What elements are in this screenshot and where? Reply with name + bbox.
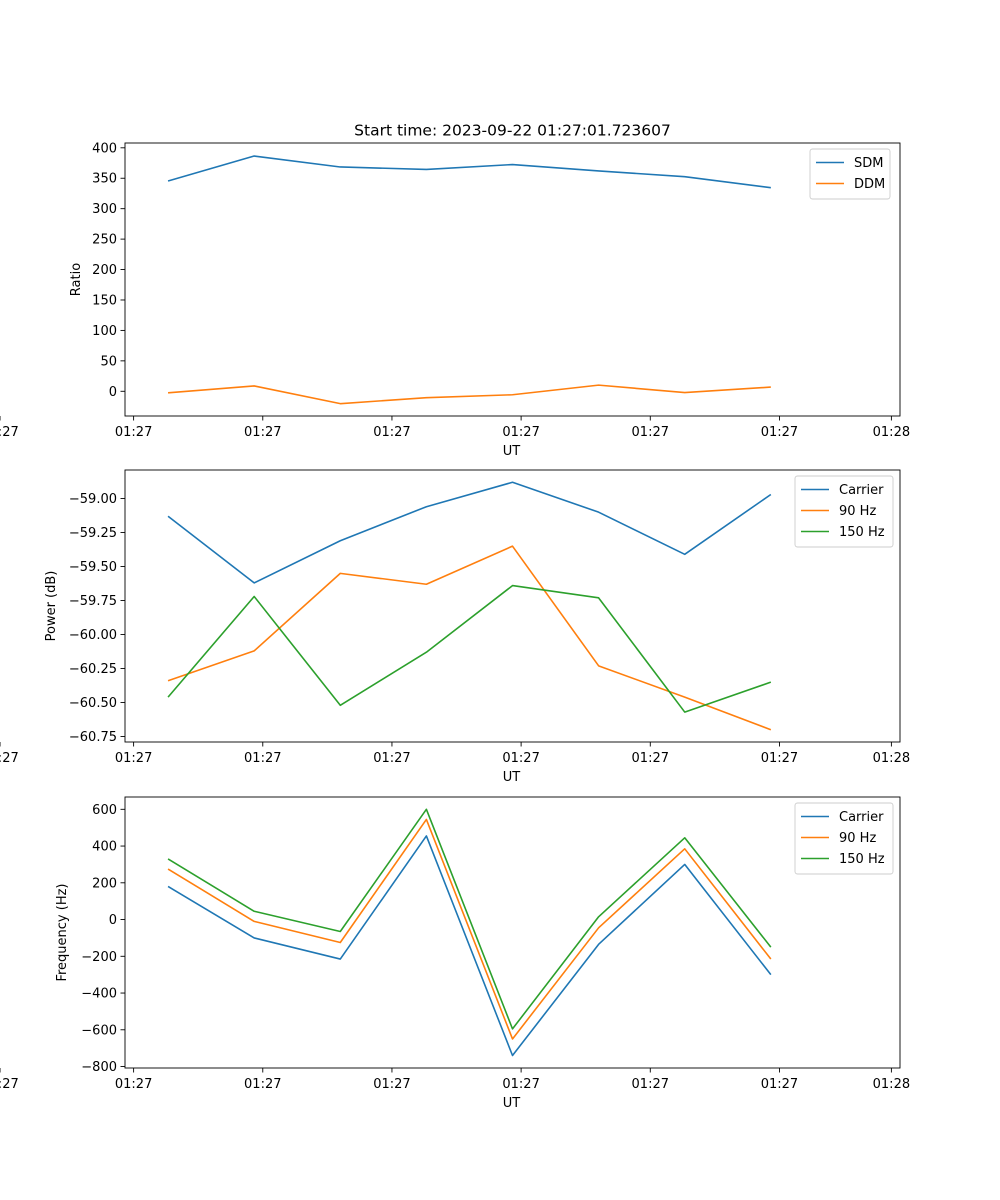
panel-1: 0 50 100 150 200 250 300 350 400 01:27 01:27 01:27 0… [0, 141, 910, 459]
y-tick-label: −59.75 [69, 594, 117, 609]
y-tick-label: 400 [92, 840, 117, 855]
series-line-150-hz [167, 808, 772, 1030]
x-tick-label: 01:27 [115, 751, 152, 766]
x-tick-label: 01:27 [761, 425, 798, 440]
x-tick-label: 01:27 [115, 1077, 152, 1092]
legend-label: Carrier [839, 810, 884, 825]
x-tick-label: 01:27 [0, 425, 19, 440]
legend-label: SDM [854, 156, 883, 171]
series-line-90-hz [167, 818, 772, 1040]
y-tick-label: 400 [92, 141, 117, 156]
y-axis-label: Frequency (Hz) [55, 883, 70, 981]
y-tick-label: −400 [81, 987, 117, 1002]
legend-label: DDM [854, 177, 885, 192]
legend-label: 90 Hz [839, 504, 876, 519]
y-tick-label: −60.50 [69, 696, 117, 711]
y-tick-label: 100 [92, 324, 117, 339]
panels: 0 50 100 150 200 250 300 350 400 01:27 01:27 01:27 0… [0, 141, 910, 1111]
y-tick-label: −600 [81, 1023, 117, 1038]
legend-box [794, 802, 894, 875]
figure-title: Start time: 2023-09-22 01:27:01.723607 [354, 122, 671, 140]
legend-label: Carrier [839, 483, 884, 498]
legend-label: 150 Hz [839, 852, 885, 867]
series-line-carrier [167, 835, 772, 1057]
x-tick-label: 01:28 [873, 425, 910, 440]
y-tick-label: −60.00 [69, 628, 117, 643]
y-tick-label: 200 [92, 876, 117, 891]
x-tick-label: 01:27 [632, 751, 669, 766]
axes-frame [124, 796, 901, 1069]
y-tick-label: 200 [92, 263, 117, 278]
x-tick-label: 01:27 [0, 1077, 19, 1092]
x-tick-label: 01:28 [873, 1077, 910, 1092]
x-tick-label: 01:27 [0, 751, 19, 766]
legend-box [809, 148, 891, 200]
series-line-150-hz [167, 584, 772, 713]
x-tick-label: 01:28 [873, 751, 910, 766]
x-axis-label: UT [503, 1096, 521, 1111]
y-tick-label: −60.75 [69, 730, 117, 745]
x-tick-label: 01:27 [761, 751, 798, 766]
panel-2: −60.75 −60.50 −60.25 −60.00 −59.75 −59.50 −59.… [0, 469, 910, 785]
y-tick-label: −59.50 [69, 560, 117, 575]
x-tick-label: 01:27 [632, 1077, 669, 1092]
legend-box [794, 475, 894, 548]
x-axis-label: UT [503, 444, 521, 459]
x-tick-label: 01:27 [244, 425, 281, 440]
axes-frame [124, 469, 901, 743]
series-line-sdm [167, 155, 771, 189]
y-axis-label: Power (dB) [44, 571, 59, 642]
x-tick-label: 01:27 [502, 1077, 539, 1092]
x-tick-label: 01:27 [373, 751, 410, 766]
y-tick-label: −59.00 [69, 492, 117, 507]
legend-label: 90 Hz [839, 831, 876, 846]
y-tick-label: 600 [92, 803, 117, 818]
y-tick-label: 0 [109, 913, 117, 928]
x-tick-label: 01:27 [244, 751, 281, 766]
y-tick-label: 250 [92, 233, 117, 248]
series-line-ddm [167, 384, 771, 405]
x-axis-label: UT [503, 770, 521, 785]
y-tick-label: 0 [109, 385, 117, 400]
x-tick-label: 01:27 [761, 1077, 798, 1092]
y-tick-label: −800 [81, 1060, 117, 1075]
x-tick-label: 01:27 [115, 425, 152, 440]
y-tick-label: −60.25 [69, 662, 117, 677]
y-tick-label: −200 [81, 950, 117, 965]
panel-3: −800 −600 −400 −200 0 200 400 600 01:27 01:27 01:2… [0, 796, 910, 1111]
y-tick-label: 300 [92, 202, 117, 217]
x-tick-label: 01:27 [502, 425, 539, 440]
y-axis-label: Ratio [69, 263, 84, 296]
y-tick-label: 150 [92, 293, 117, 308]
x-tick-label: 01:27 [502, 751, 539, 766]
axes-frame [124, 142, 901, 417]
x-tick-label: 01:27 [632, 425, 669, 440]
y-tick-label: 350 [92, 172, 117, 187]
y-tick-label: 50 [100, 354, 117, 369]
legend-label: 150 Hz [839, 525, 885, 540]
series-line-carrier [167, 481, 772, 584]
y-tick-label: −59.25 [69, 526, 117, 541]
x-tick-label: 01:27 [244, 1077, 281, 1092]
x-tick-label: 01:27 [373, 1077, 410, 1092]
x-tick-label: 01:27 [373, 425, 410, 440]
